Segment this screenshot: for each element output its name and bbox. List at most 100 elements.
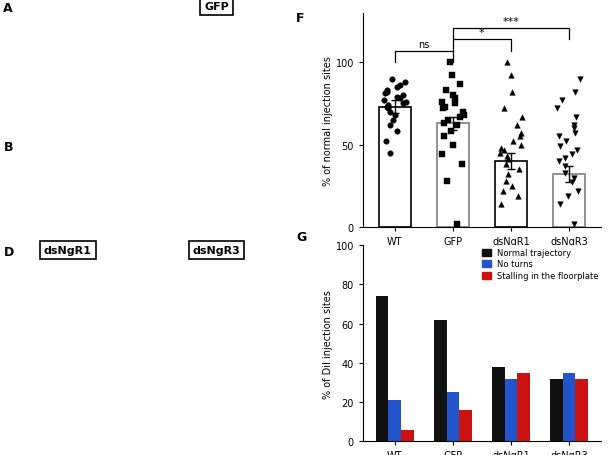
Point (437, 99, 447, 106)
Text: G: G (296, 230, 307, 243)
Text: dsNgR3: dsNgR3 (193, 246, 240, 256)
Bar (553, 175, 585, 228)
Point (455, 114, 465, 121)
Text: ***: *** (503, 17, 519, 27)
Point (401, 99, 411, 106)
Point (383, 102, 393, 109)
Point (447, 72, 457, 80)
Bar (550, 379, 562, 441)
Text: *: * (479, 28, 485, 38)
Point (501, 59, 511, 66)
Point (502, 153, 512, 161)
Point (497, 145, 506, 152)
Point (499, 106, 509, 113)
Point (554, 133, 564, 141)
Point (495, 150, 505, 157)
Point (572, 114, 581, 121)
Text: D: D (4, 246, 13, 259)
Point (459, 112, 468, 119)
Text: ns: ns (418, 40, 429, 50)
Bar (562, 373, 575, 441)
Bar (517, 373, 530, 441)
Point (398, 101, 407, 108)
Point (559, 163, 569, 170)
Point (445, 59, 454, 66)
Bar (447, 392, 459, 441)
Point (501, 162, 511, 169)
Point (450, 96, 460, 103)
Point (570, 89, 580, 96)
Point (382, 106, 392, 113)
Point (507, 89, 517, 96)
Legend: Normal trajectory, No turns, Stalling in the floorplate: Normal trajectory, No turns, Stalling in… (480, 246, 601, 283)
Point (498, 187, 508, 195)
Point (387, 76, 397, 83)
Point (575, 76, 585, 83)
Point (508, 138, 518, 146)
Point (569, 175, 579, 182)
Point (382, 138, 392, 146)
Point (553, 106, 562, 113)
Point (567, 179, 577, 187)
Text: F: F (296, 11, 305, 25)
Point (390, 112, 400, 119)
Point (385, 150, 395, 157)
Point (515, 133, 525, 141)
Bar (492, 367, 504, 441)
Point (507, 183, 517, 190)
Point (437, 152, 447, 159)
Point (442, 178, 452, 185)
Bar (575, 379, 588, 441)
Point (557, 97, 567, 105)
Point (459, 109, 468, 116)
Point (380, 91, 390, 98)
Point (501, 178, 511, 185)
Point (499, 147, 509, 154)
Text: dsNgR1: dsNgR1 (44, 246, 92, 256)
Point (452, 122, 462, 129)
Point (506, 72, 516, 80)
Bar (504, 379, 517, 441)
Point (555, 201, 565, 208)
Point (395, 96, 404, 103)
Point (454, 81, 464, 88)
Text: GFP: GFP (204, 2, 229, 12)
Bar (495, 162, 527, 228)
Point (516, 142, 526, 149)
Point (512, 122, 522, 129)
Point (516, 130, 526, 137)
Point (393, 128, 403, 136)
Point (400, 79, 410, 86)
Y-axis label: % of DiI injection sites: % of DiI injection sites (323, 289, 333, 398)
Point (441, 87, 451, 95)
Bar (401, 430, 414, 441)
Point (560, 155, 570, 162)
Point (569, 122, 579, 129)
Text: E: E (217, 246, 225, 259)
Point (379, 97, 389, 105)
Point (569, 221, 579, 228)
Point (572, 147, 582, 154)
Point (451, 101, 461, 108)
Text: A: A (4, 2, 13, 15)
Point (567, 152, 576, 159)
Point (458, 162, 467, 169)
Point (513, 192, 523, 200)
Bar (459, 410, 472, 441)
Bar (437, 124, 469, 228)
Point (392, 94, 402, 101)
Point (398, 92, 408, 100)
Point (439, 120, 448, 127)
Bar (379, 107, 411, 228)
Point (392, 84, 402, 91)
Point (573, 187, 583, 195)
Point (560, 170, 570, 177)
Point (443, 117, 453, 124)
Point (439, 133, 449, 141)
Bar (434, 320, 447, 441)
Bar (376, 297, 389, 441)
Point (395, 82, 405, 90)
Point (382, 87, 392, 95)
Point (382, 89, 392, 96)
Bar (389, 400, 401, 441)
